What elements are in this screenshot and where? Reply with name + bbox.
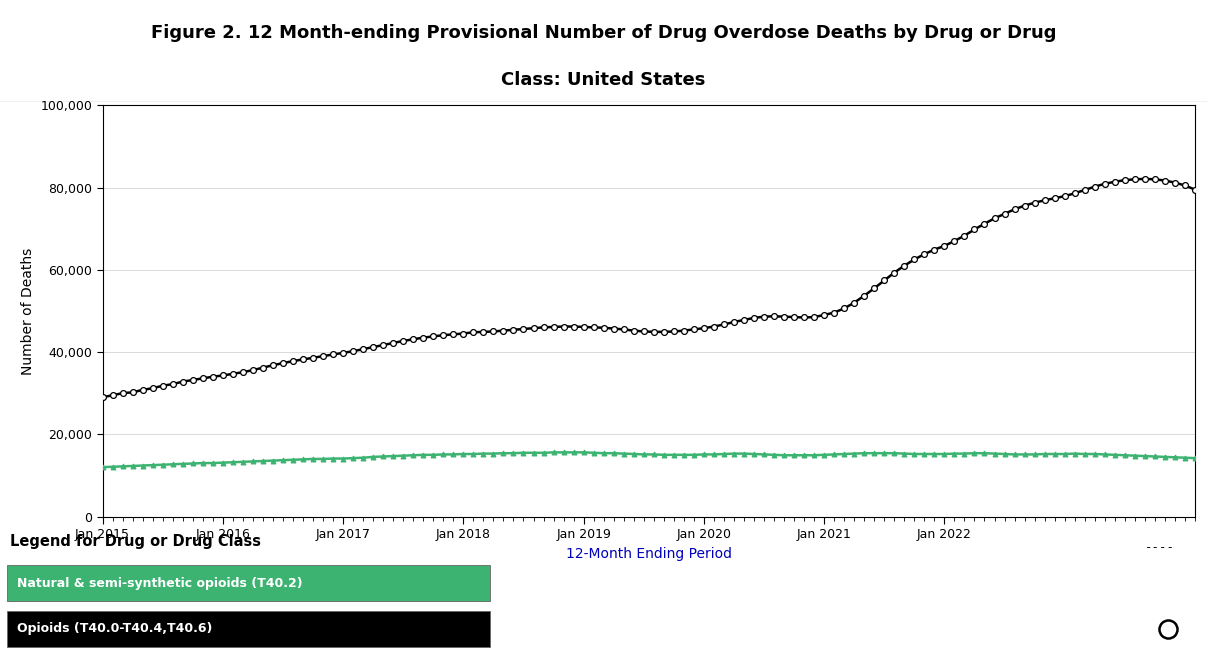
- Text: Opioids (T40.0-T40.4,T40.6): Opioids (T40.0-T40.4,T40.6): [17, 622, 212, 636]
- Y-axis label: Number of Deaths: Number of Deaths: [21, 247, 35, 374]
- X-axis label: 12-Month Ending Period: 12-Month Ending Period: [566, 547, 731, 561]
- Text: Legend for Drug or Drug Class: Legend for Drug or Drug Class: [10, 534, 261, 549]
- Text: Class: United States: Class: United States: [501, 70, 706, 89]
- Text: Figure 2. 12 Month-ending Provisional Number of Drug Overdose Deaths by Drug or : Figure 2. 12 Month-ending Provisional Nu…: [151, 24, 1056, 41]
- Text: ----: ----: [1144, 541, 1174, 554]
- Text: Natural & semi-synthetic opioids (T40.2): Natural & semi-synthetic opioids (T40.2): [17, 576, 303, 590]
